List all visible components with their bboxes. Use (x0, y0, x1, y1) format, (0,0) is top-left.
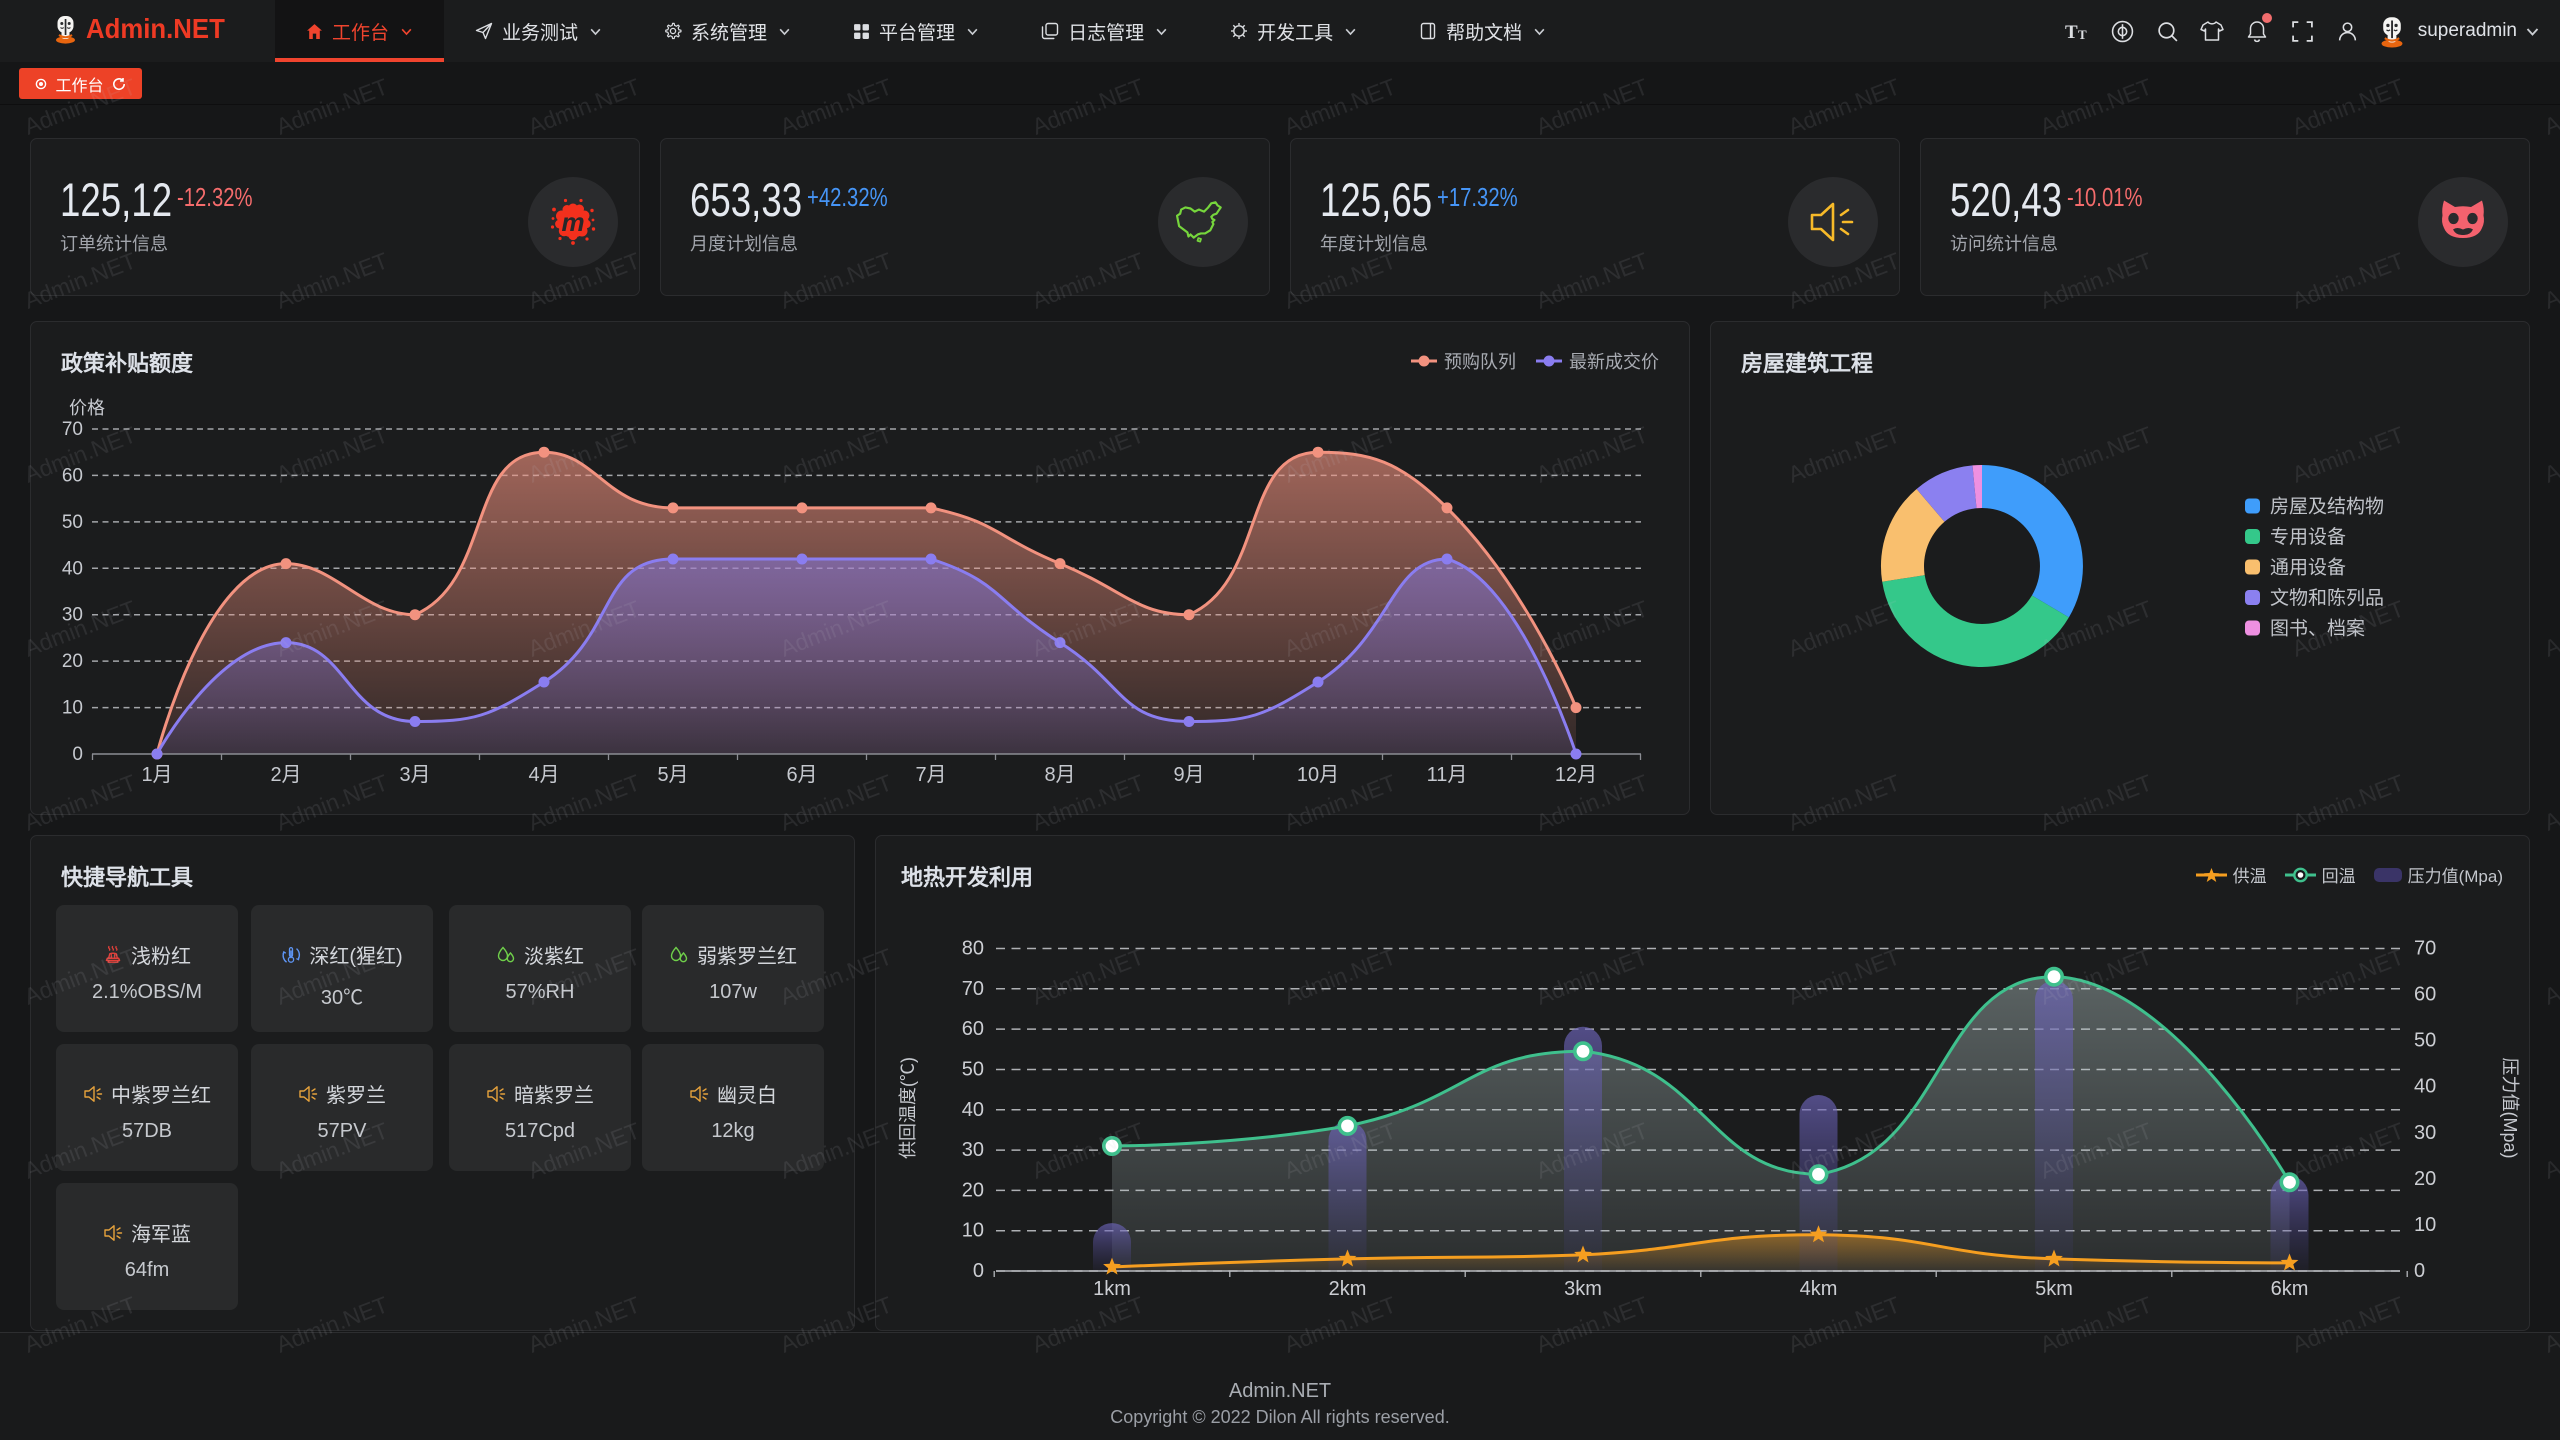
svg-text:房屋及结构物: 房屋及结构物 (2270, 496, 2384, 518)
svg-text:10: 10 (62, 698, 83, 719)
svg-text:20: 20 (62, 651, 83, 672)
svg-text:30: 30 (2414, 1122, 2436, 1144)
svg-text:4km: 4km (1800, 1278, 1838, 1300)
svg-text:7月: 7月 (915, 764, 946, 786)
svg-text:压力值(Mpa): 压力值(Mpa) (2500, 1057, 2520, 1158)
svg-text:30: 30 (62, 605, 83, 626)
svg-text:80: 80 (962, 938, 984, 960)
svg-text:20: 20 (2414, 1168, 2436, 1190)
svg-text:60: 60 (2414, 984, 2436, 1006)
svg-text:Admin.NET: Admin.NET (2540, 421, 2560, 487)
svg-text:0: 0 (2414, 1260, 2425, 1282)
svg-text:40: 40 (2414, 1076, 2436, 1098)
svg-text:3km: 3km (1564, 1278, 1602, 1300)
svg-text:T: T (2065, 22, 2078, 42)
svg-text:40: 40 (962, 1099, 984, 1121)
svg-text:5km: 5km (2035, 1278, 2073, 1300)
svg-text:Admin.NET: Admin.NET (2540, 1117, 2560, 1183)
svg-text:m: m (561, 207, 584, 237)
svg-text:价格: 价格 (69, 398, 105, 418)
svg-text:60: 60 (962, 1018, 984, 1040)
svg-text:通用设备: 通用设备 (2270, 557, 2346, 579)
svg-text:10: 10 (2414, 1214, 2436, 1236)
svg-text:70: 70 (2414, 938, 2436, 960)
svg-text:文物和陈列品: 文物和陈列品 (2270, 587, 2384, 609)
svg-text:5月: 5月 (657, 764, 688, 786)
svg-text:Admin.NET: Admin.NET (2540, 943, 2560, 1009)
svg-text:50: 50 (962, 1059, 984, 1081)
svg-text:6月: 6月 (786, 764, 817, 786)
svg-text:1月: 1月 (141, 764, 172, 786)
svg-text:30: 30 (962, 1139, 984, 1161)
svg-text:Admin.NET: Admin.NET (2540, 247, 2560, 313)
svg-text:2月: 2月 (270, 764, 301, 786)
svg-text:9月: 9月 (1173, 764, 1204, 786)
svg-text:专用设备: 专用设备 (2270, 526, 2346, 548)
svg-text:3月: 3月 (399, 764, 430, 786)
svg-text:T: T (2078, 27, 2087, 42)
svg-text:6km: 6km (2271, 1278, 2309, 1300)
svg-text:供回温度(℃): 供回温度(℃) (898, 1057, 918, 1159)
svg-text:8月: 8月 (1044, 764, 1075, 786)
svg-text:Admin.NET: Admin.NET (2540, 769, 2560, 835)
svg-text:40: 40 (62, 558, 83, 579)
svg-text:11月: 11月 (1427, 764, 1468, 786)
svg-text:10月: 10月 (1297, 764, 1339, 786)
svg-text:70: 70 (962, 978, 984, 1000)
svg-text:0: 0 (72, 744, 83, 765)
svg-text:2km: 2km (1329, 1278, 1367, 1300)
svg-text:图书、档案: 图书、档案 (2270, 618, 2365, 640)
svg-text:Admin.NET: Admin.NET (2540, 595, 2560, 661)
svg-text:10: 10 (962, 1220, 984, 1242)
svg-text:1km: 1km (1093, 1278, 1131, 1300)
svg-text:70: 70 (62, 419, 83, 440)
svg-text:20: 20 (962, 1179, 984, 1201)
svg-text:60: 60 (62, 465, 83, 486)
svg-text:50: 50 (2414, 1030, 2436, 1052)
svg-text:50: 50 (62, 512, 83, 533)
svg-text:0: 0 (973, 1260, 984, 1282)
svg-text:12月: 12月 (1555, 764, 1597, 786)
svg-text:4月: 4月 (528, 764, 559, 786)
